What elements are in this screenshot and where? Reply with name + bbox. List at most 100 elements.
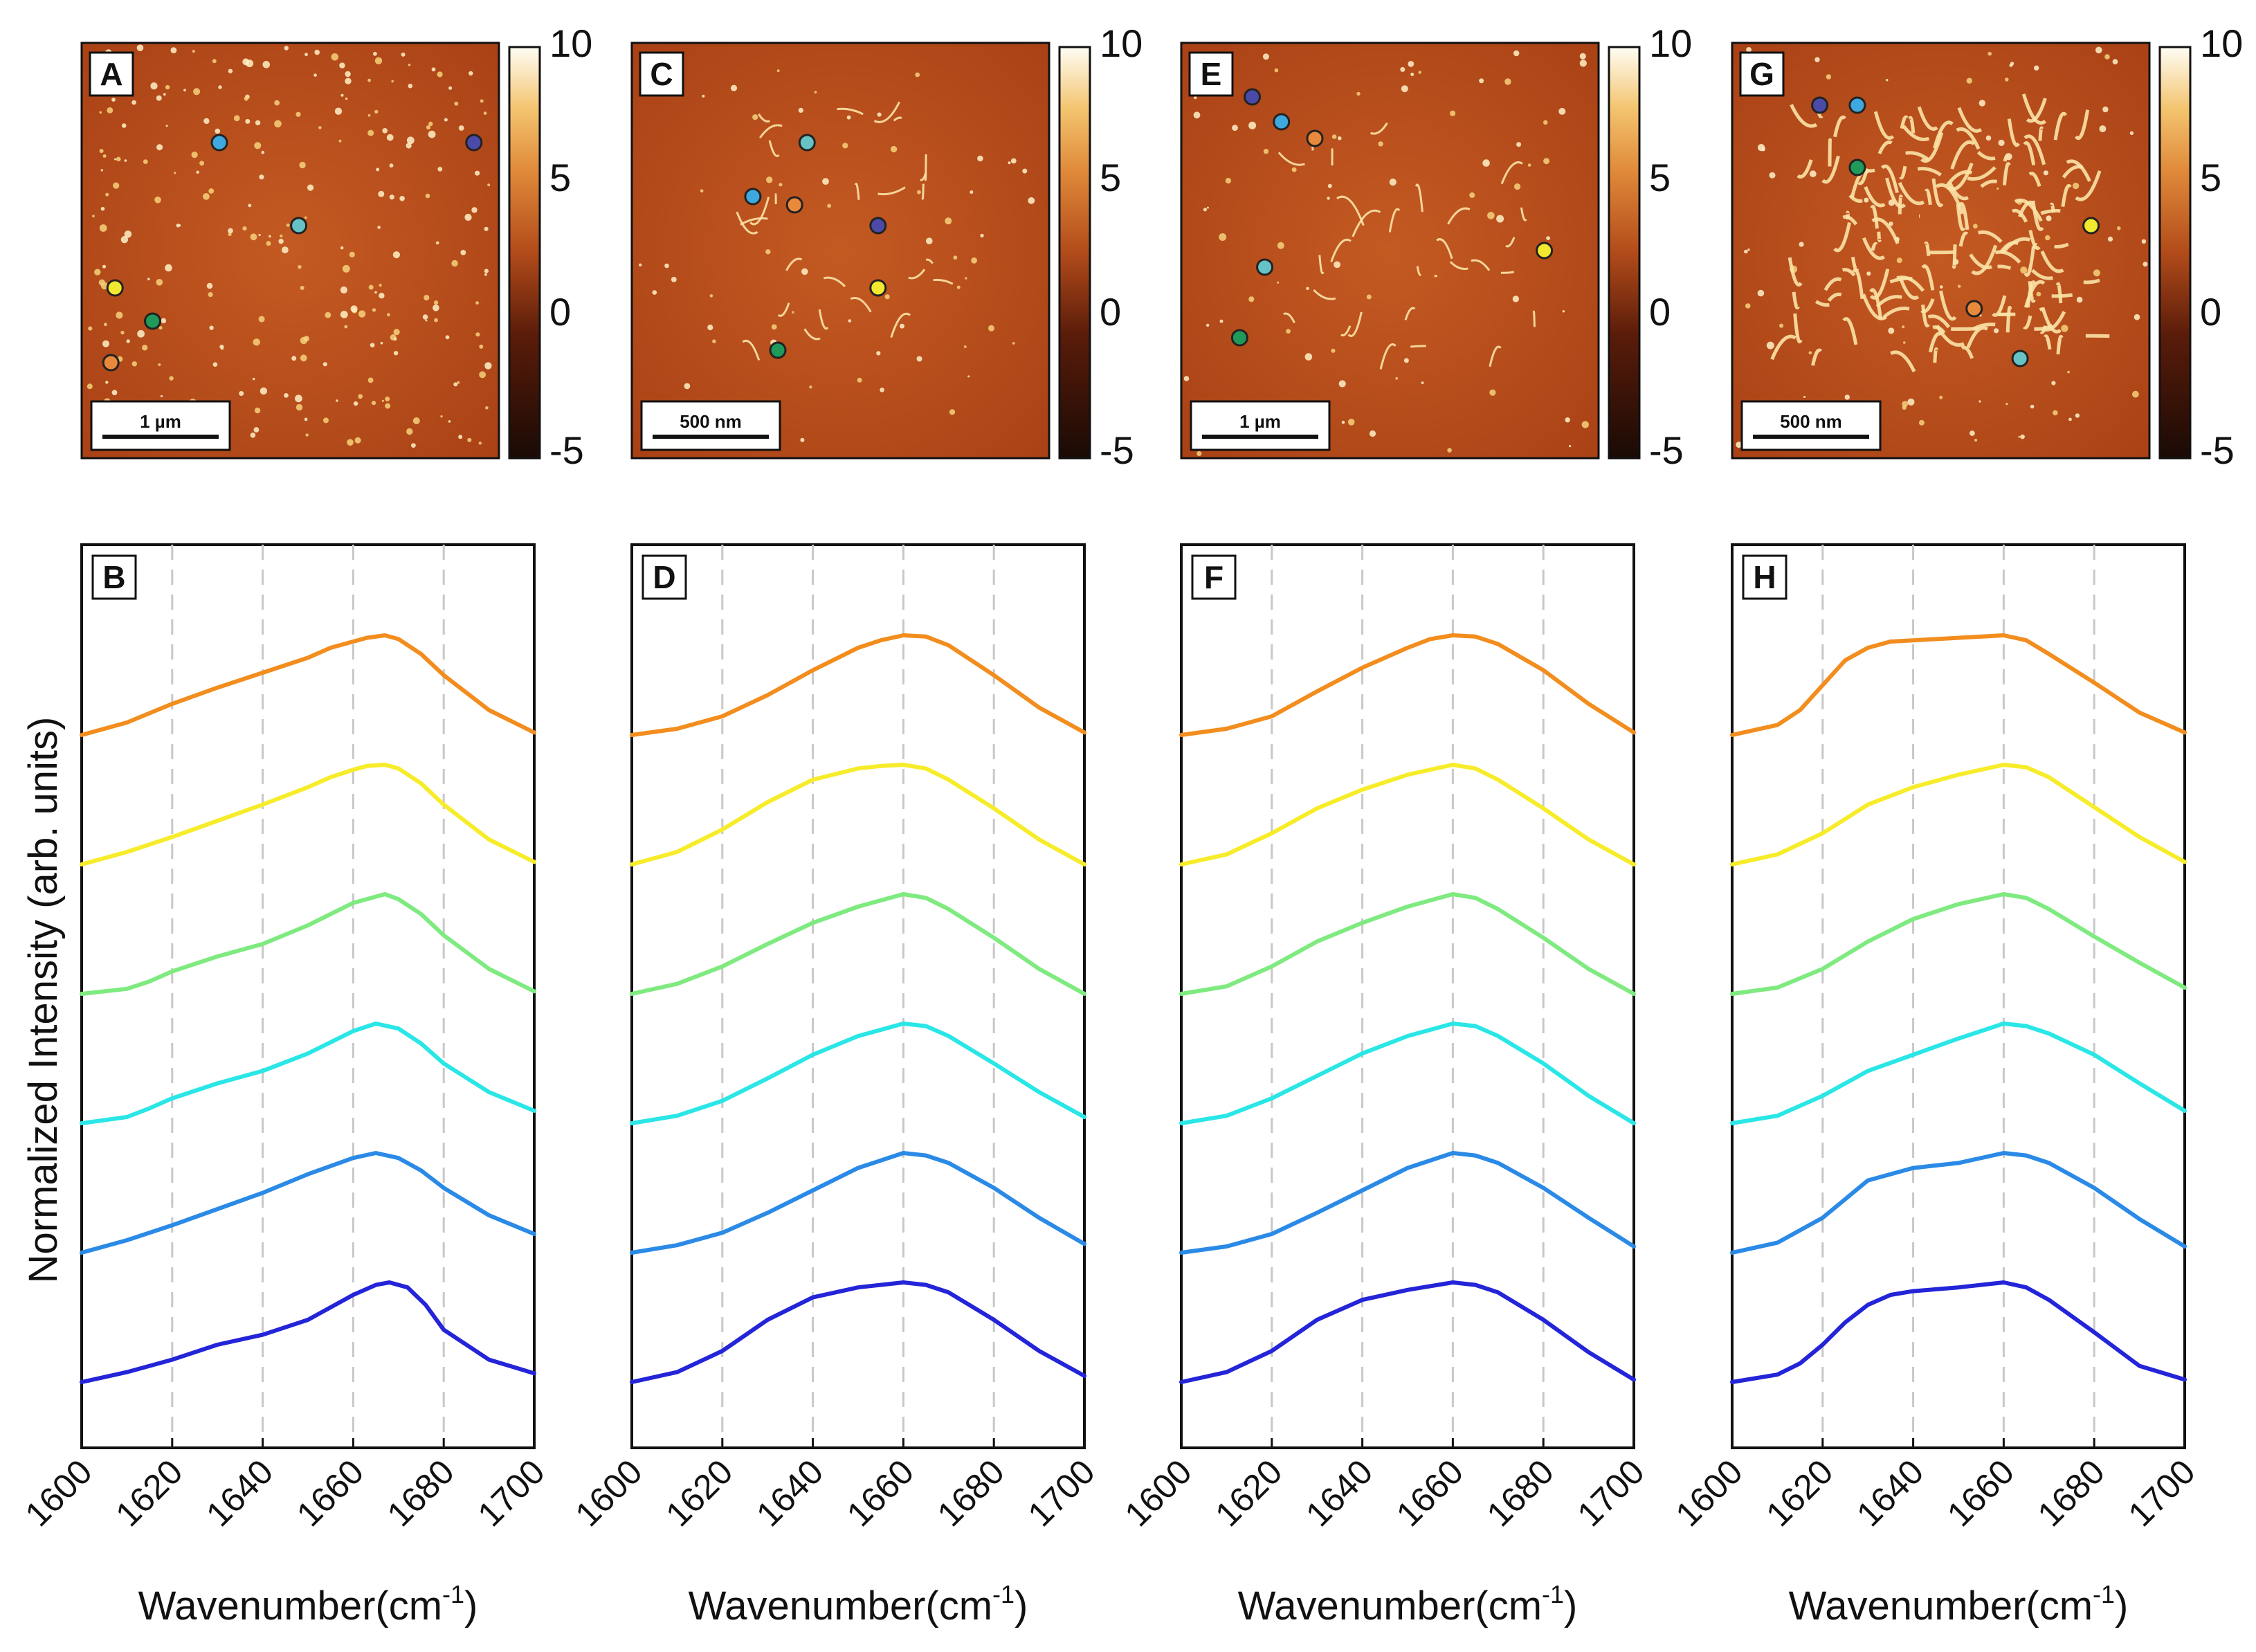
afm-speck — [809, 385, 812, 389]
spot-marker — [290, 217, 308, 235]
afm-speck — [1543, 120, 1548, 125]
afm-speck — [1996, 187, 1999, 190]
scalebar-box — [1740, 400, 1882, 451]
afm-speck — [206, 282, 213, 289]
afm-speck — [163, 93, 166, 96]
afm-speck — [890, 145, 898, 153]
afm-speck — [1418, 71, 1421, 74]
spot-marker — [1230, 329, 1248, 347]
afm-speck — [137, 329, 145, 338]
afm-speck — [1579, 60, 1587, 67]
afm-speck — [1206, 206, 1209, 209]
afm-speck — [165, 84, 170, 90]
afm-speck — [464, 213, 472, 221]
afm-fibril — [1827, 292, 1842, 302]
afm-fibril — [2038, 126, 2044, 141]
afm-speck — [373, 51, 377, 56]
afm-speck — [2018, 435, 2021, 438]
afm-speck — [382, 128, 388, 134]
afm-speck — [94, 269, 101, 275]
spectrum-cyan — [1179, 1022, 1636, 1125]
afm-fibril — [1936, 325, 1965, 347]
afm-speck — [1194, 96, 1197, 100]
afm-speck — [377, 226, 381, 229]
afm-fibril — [1947, 163, 1974, 191]
afm-speck — [314, 49, 320, 55]
afm-speck — [479, 344, 484, 349]
afm-speck — [827, 203, 831, 208]
afm-speck — [458, 125, 464, 131]
spot-marker — [1965, 300, 1983, 318]
afm-fibril — [850, 297, 872, 313]
afm-fibril — [1318, 255, 1325, 275]
afm-speck — [102, 154, 107, 158]
afm-fibril — [1929, 250, 1956, 255]
afm-fibril — [1823, 277, 1842, 291]
afm-speck — [1403, 358, 1409, 363]
afm-fibril — [1505, 237, 1516, 248]
afm-fibril — [2023, 134, 2046, 165]
afm-fibril — [1976, 150, 1996, 161]
scalebar-label: 500 nm — [680, 411, 742, 432]
afm-fibril — [1790, 104, 1818, 128]
afm-fibril — [1787, 257, 1803, 287]
afm-speck — [401, 52, 406, 57]
afm-speck — [1341, 420, 1345, 424]
afm-speck — [2095, 46, 2102, 54]
afm-speck — [342, 264, 350, 273]
afm-speck — [298, 265, 302, 269]
afm-fibril — [1814, 300, 1830, 307]
afm-speck — [381, 399, 385, 402]
afm-speck — [331, 53, 339, 61]
afm-fibril — [2001, 237, 2030, 254]
afm-fibril — [785, 257, 803, 271]
afm-speck — [338, 139, 342, 143]
plot-frame — [1731, 543, 2186, 1449]
afm-speck — [1864, 197, 1869, 203]
afm-speck — [253, 427, 260, 433]
afm-speck — [1808, 351, 1812, 355]
afm-speck — [120, 330, 125, 335]
afm-speck — [1579, 53, 1586, 60]
x-tick-label: 1700 — [2121, 1452, 2203, 1534]
afm-speck — [1958, 284, 1961, 288]
afm-fibril — [1833, 221, 1851, 253]
afm-speck — [1907, 398, 1915, 406]
afm-speck — [2046, 215, 2052, 221]
afm-speck — [392, 251, 401, 259]
spectrum-green — [630, 892, 1086, 996]
afm-speck — [99, 111, 102, 114]
afm-speck — [798, 107, 803, 113]
afm-speck — [367, 114, 371, 117]
afm-speck — [345, 98, 348, 100]
afm-fibril — [1414, 183, 1423, 212]
afm-fibril — [1877, 140, 1893, 155]
afm-fibril — [2041, 307, 2062, 334]
panel-label-box — [639, 51, 684, 97]
afm-speck — [142, 345, 148, 351]
afm-speck — [1400, 66, 1406, 72]
afm-speck — [102, 264, 107, 269]
afm-fibril — [2023, 141, 2036, 166]
afm-speck — [458, 435, 463, 439]
afm-speck — [212, 59, 217, 64]
afm-speck — [1978, 400, 1981, 403]
afm-speck — [191, 152, 198, 158]
afm-speck — [915, 72, 920, 78]
afm-speck — [252, 377, 255, 381]
afm-speck — [1338, 380, 1346, 388]
afm-speck — [1327, 197, 1330, 200]
afm-speck — [87, 383, 93, 390]
afm-fibril — [2026, 280, 2037, 308]
x-tick-label: 1620 — [1208, 1452, 1289, 1534]
afm-fibril — [1958, 231, 1969, 247]
colorbar-tick-label: 10 — [549, 21, 592, 65]
afm-speck — [1327, 183, 1332, 188]
afm-speck — [484, 269, 489, 273]
afm-speck — [379, 293, 385, 299]
afm-speck — [445, 335, 450, 340]
afm-speck — [916, 356, 922, 362]
afm-speck — [107, 107, 113, 114]
afm-fibril — [1862, 293, 1887, 320]
